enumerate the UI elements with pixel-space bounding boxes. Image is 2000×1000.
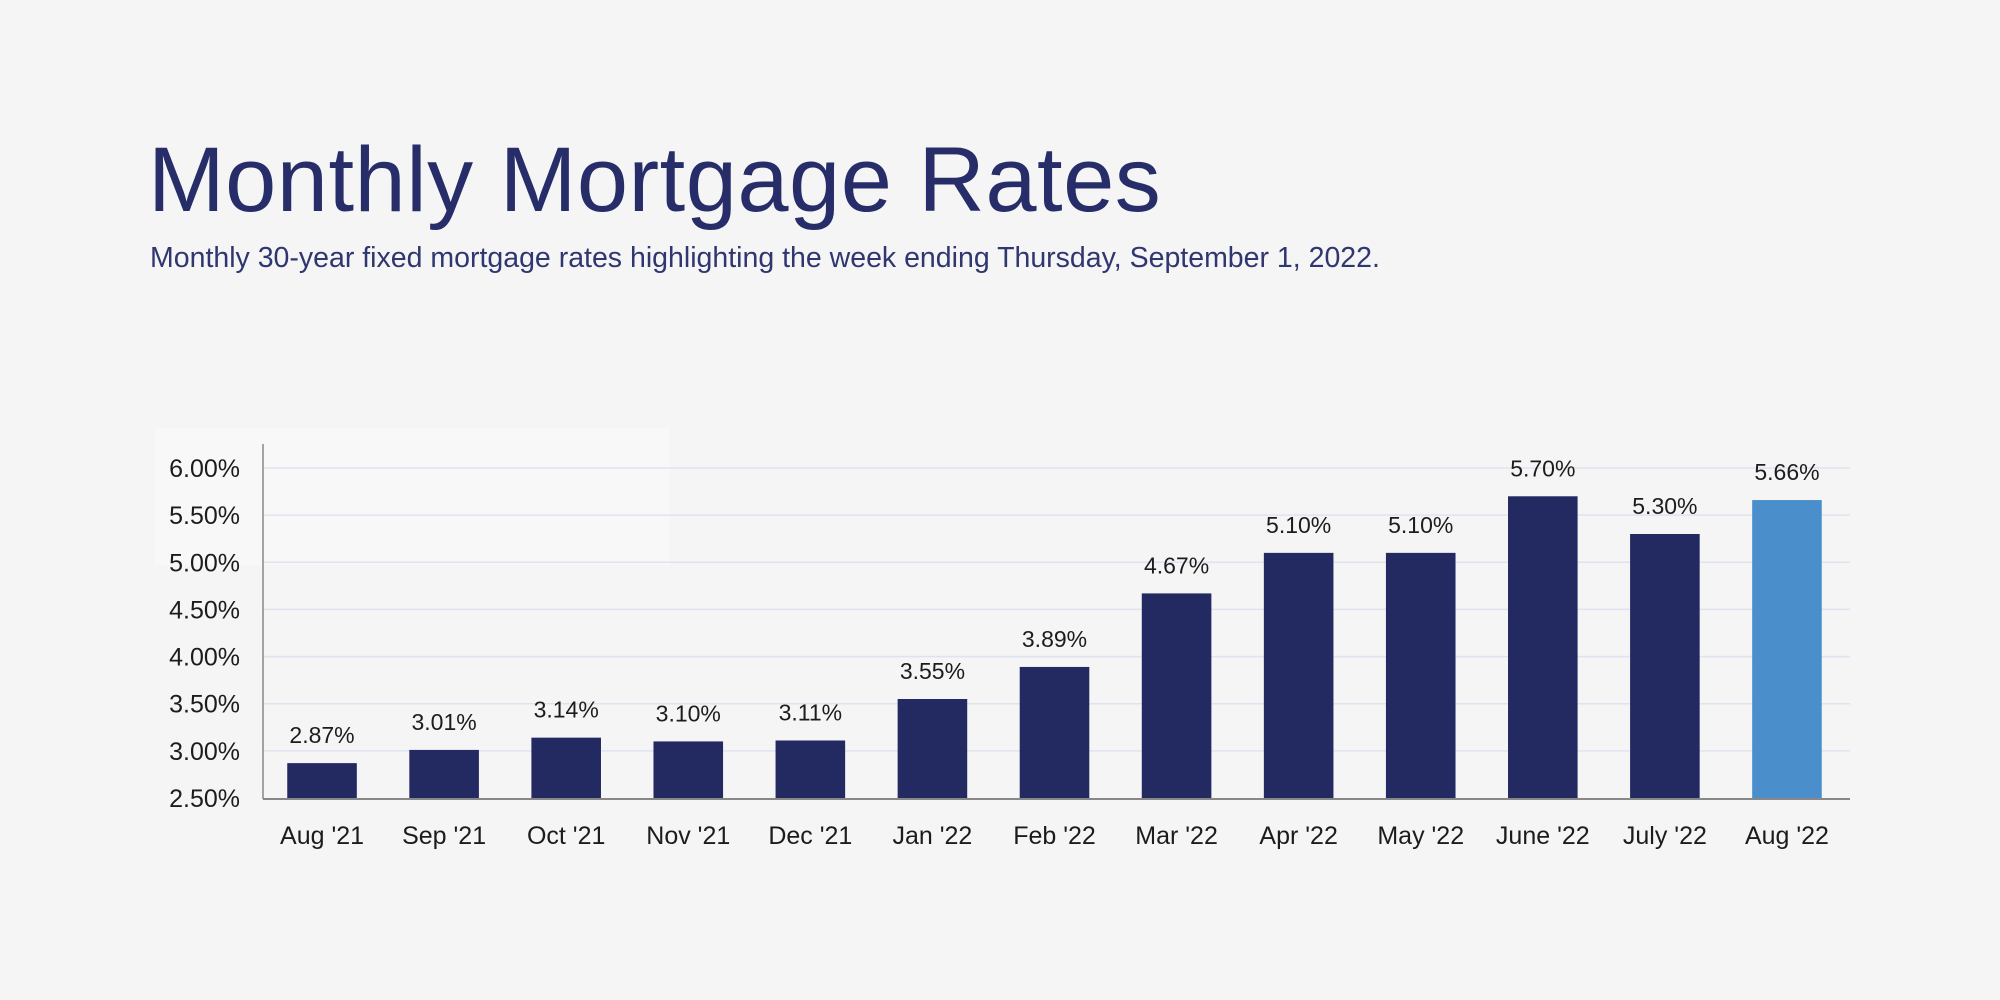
- value-label: 3.01%: [412, 709, 477, 735]
- x-tick-label: Sep '21: [402, 822, 486, 850]
- bar: [287, 763, 357, 798]
- value-label: 5.70%: [1510, 455, 1575, 481]
- value-label: 3.55%: [900, 658, 965, 684]
- bar: [531, 737, 601, 798]
- x-tick-label: Aug '22: [1745, 822, 1829, 850]
- y-tick-label: 5.50%: [169, 502, 240, 530]
- y-axis-ticks: 2.50% 3.00% 3.50% 4.00% 4.50% 5.00% 5.50% 6.00%: [169, 455, 240, 813]
- value-label: 5.10%: [1388, 512, 1453, 538]
- bar: [775, 740, 846, 798]
- x-tick-label: Jan '22: [893, 822, 973, 850]
- value-labels: 2.87% 3.01% 3.14% 3.10% 3.11% 3.55% 3.89% 4.67%…: [289, 455, 1819, 748]
- bars: [287, 496, 1822, 798]
- y-tick-label: 5.00%: [169, 549, 240, 577]
- y-tick-label: 3.00%: [169, 738, 240, 766]
- value-label: 4.67%: [1144, 552, 1209, 578]
- x-tick-label: June '22: [1496, 822, 1590, 850]
- bar: [1630, 534, 1700, 798]
- y-tick-label: 3.50%: [169, 691, 240, 719]
- y-tick-label: 4.50%: [169, 596, 240, 624]
- bar: [1508, 496, 1578, 798]
- value-label: 3.11%: [779, 699, 843, 725]
- chart-subtitle: Monthly 30-year fixed mortgage rates hig…: [150, 242, 1380, 274]
- bar: [1385, 552, 1456, 798]
- gridlines: [263, 467, 1850, 752]
- value-label: 2.87%: [289, 722, 354, 748]
- value-label: 3.89%: [1022, 626, 1087, 652]
- chart-title: Monthly Mortgage Rates: [148, 129, 1162, 231]
- bar: [409, 749, 479, 798]
- value-label: 3.10%: [656, 700, 721, 726]
- value-label: 5.30%: [1632, 493, 1697, 519]
- x-tick-label: Nov '21: [646, 822, 730, 850]
- y-tick-label: 4.00%: [169, 644, 240, 672]
- value-label: 5.66%: [1754, 459, 1819, 485]
- x-tick-label: Aug '21: [280, 822, 364, 850]
- x-tick-label: Mar '22: [1135, 822, 1218, 850]
- bar: [653, 741, 724, 798]
- bar: [1019, 666, 1090, 798]
- bar: [1141, 593, 1212, 798]
- value-label: 3.14%: [534, 697, 599, 723]
- x-tick-label: Apr '22: [1259, 822, 1337, 850]
- x-tick-label: May '22: [1377, 822, 1464, 850]
- y-tick-label: 6.00%: [169, 455, 240, 483]
- x-tick-label: July '22: [1623, 822, 1707, 850]
- bar: [1263, 552, 1334, 798]
- bar: [897, 699, 968, 798]
- background-panel: [155, 428, 670, 565]
- bar: [1752, 500, 1822, 798]
- x-tick-label: Feb '22: [1013, 822, 1096, 850]
- y-tick-label: 2.50%: [169, 785, 240, 813]
- x-tick-label: Dec '21: [768, 822, 852, 850]
- x-tick-label: Oct '21: [527, 822, 605, 850]
- value-label: 5.10%: [1266, 512, 1331, 538]
- x-axis-labels: Aug '21 Sep '21 Oct '21 Nov '21 Dec '21 Jan '…: [280, 822, 1829, 850]
